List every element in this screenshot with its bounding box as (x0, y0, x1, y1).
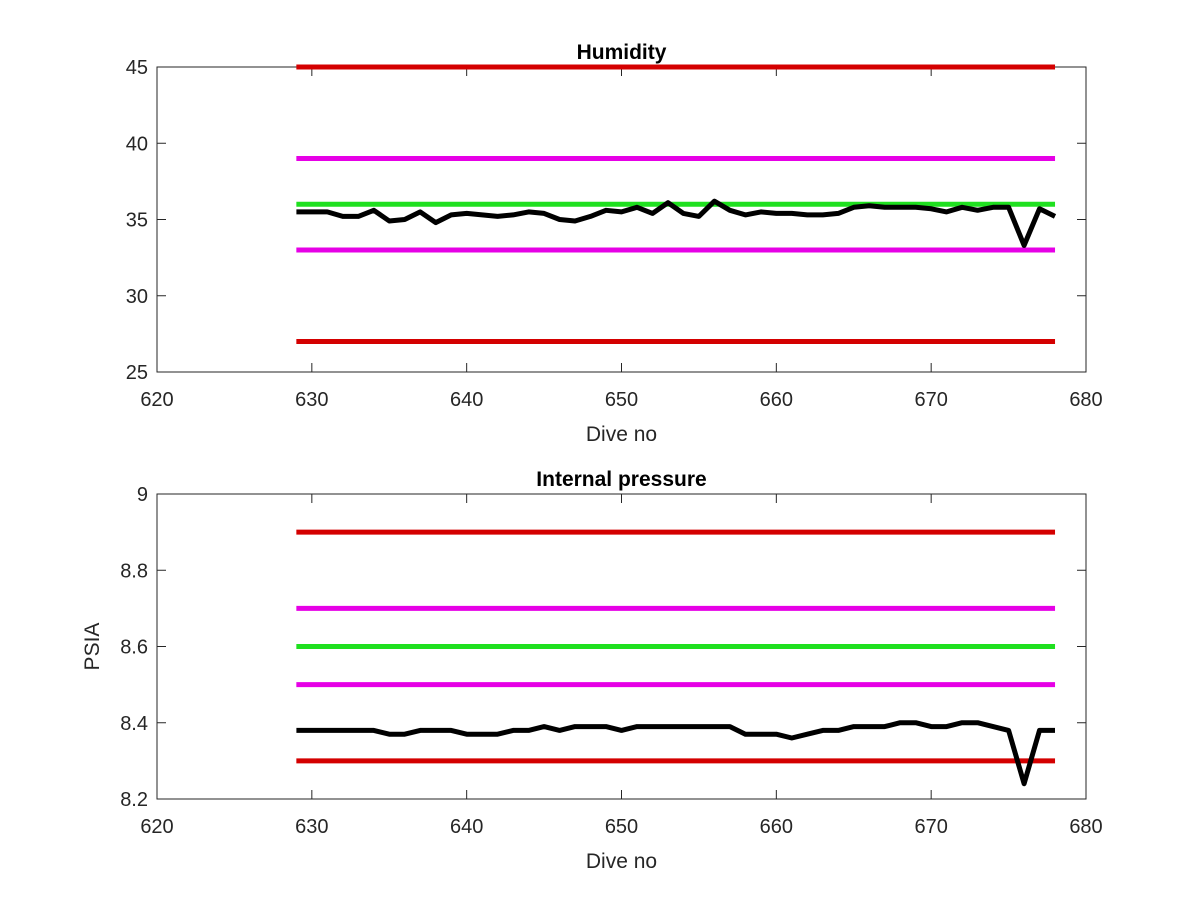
y-tick-label: 9 (137, 484, 148, 506)
x-tick-label: 680 (1069, 816, 1102, 838)
series-line (296, 198, 1057, 248)
x-axis-label: Dive no (586, 850, 657, 873)
chart-title: Internal pressure (536, 468, 706, 491)
x-tick-label: 670 (914, 389, 947, 411)
x-axis-label: Dive no (586, 423, 657, 446)
y-tick-label: 35 (126, 210, 148, 232)
x-tick-label: 620 (140, 389, 173, 411)
x-tick-label: 630 (295, 389, 328, 411)
x-tick-label: 680 (1069, 389, 1102, 411)
chart-title: Humidity (577, 41, 667, 64)
x-tick-label: 650 (605, 389, 638, 411)
y-tick-label: 8.2 (120, 789, 148, 811)
chart-panel-1: 620 630 640 650 660 670 680 25 30 35 40 45 Humidity D… (126, 41, 1103, 446)
x-tick-label: 670 (914, 816, 947, 838)
y-tick-label: 8.6 (120, 637, 148, 659)
y-axis-label: PSIA (81, 623, 104, 671)
x-tick-label: 630 (295, 816, 328, 838)
x-tick-label: 650 (605, 816, 638, 838)
x-tick-label: 640 (450, 816, 483, 838)
y-tick-label: 40 (126, 133, 148, 155)
series-line (296, 720, 1055, 787)
y-tick-label: 30 (126, 286, 148, 308)
x-tick-label: 640 (450, 389, 483, 411)
x-tick-label: 620 (140, 816, 173, 838)
y-tick-label: 25 (126, 362, 148, 384)
chart-panel-2: 620 630 640 650 660 670 680 8.2 8.4 8.6 8.8 9 Intern… (81, 468, 1103, 873)
y-tick-label: 45 (126, 57, 148, 79)
y-tick-label: 8.4 (120, 713, 148, 735)
axes-box (156, 66, 1087, 373)
x-tick-label: 660 (760, 816, 793, 838)
x-tick-label: 660 (760, 389, 793, 411)
y-tick-label: 8.8 (120, 560, 148, 582)
